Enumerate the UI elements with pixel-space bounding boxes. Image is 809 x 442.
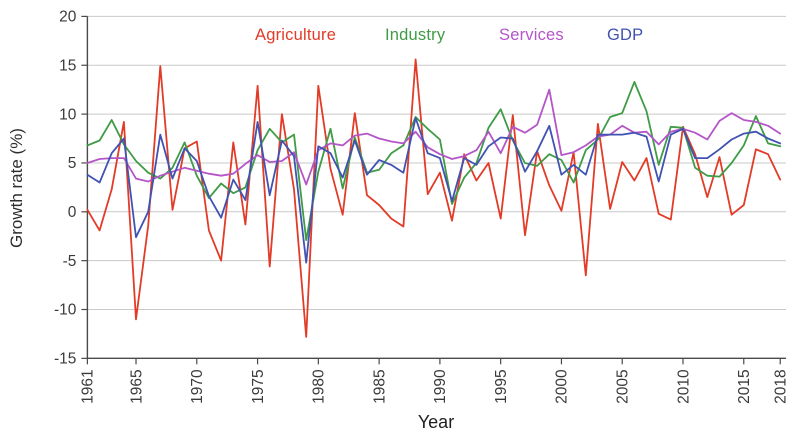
- x-tick-label: 2000: [554, 369, 571, 404]
- y-tick-label: 15: [59, 57, 76, 74]
- y-tick-label: -5: [63, 253, 77, 270]
- x-tick-label: 2010: [675, 369, 692, 404]
- y-tick-label: 10: [59, 106, 77, 123]
- legend-item-agriculture: Agriculture: [255, 26, 337, 44]
- x-tick-label: 1961: [80, 369, 97, 403]
- y-tick-label: 0: [68, 204, 77, 221]
- x-tick-label: 2018: [773, 369, 790, 403]
- series-line-industry: [86, 81, 782, 242]
- x-tick-label: 2005: [615, 369, 632, 403]
- legend-item-services: Services: [499, 26, 564, 44]
- y-tick-label: 20: [59, 9, 77, 26]
- y-tick-label: 5: [68, 155, 77, 172]
- x-tick-label: 1975: [250, 369, 267, 403]
- x-tick-label: 1970: [189, 369, 206, 404]
- y-axis-title: Growth rate (%): [7, 128, 26, 248]
- x-tick-label: 1965: [128, 369, 145, 403]
- x-axis-title: Year: [417, 412, 455, 432]
- x-tick-label: 2015: [736, 369, 753, 403]
- x-tick-label: 1985: [371, 369, 388, 403]
- legend-item-industry: Industry: [385, 26, 446, 44]
- legend-item-gdp: GDP: [607, 26, 644, 44]
- x-tick-label: 1980: [311, 369, 328, 404]
- series-line-gdp: [86, 117, 782, 264]
- y-tick-label: -15: [54, 351, 76, 368]
- x-tick-label: 1990: [432, 369, 449, 404]
- series-line-agriculture: [86, 58, 782, 338]
- x-tick-label: 1995: [493, 369, 510, 403]
- series-line-services: [86, 88, 782, 186]
- y-tick-label: -10: [54, 302, 77, 319]
